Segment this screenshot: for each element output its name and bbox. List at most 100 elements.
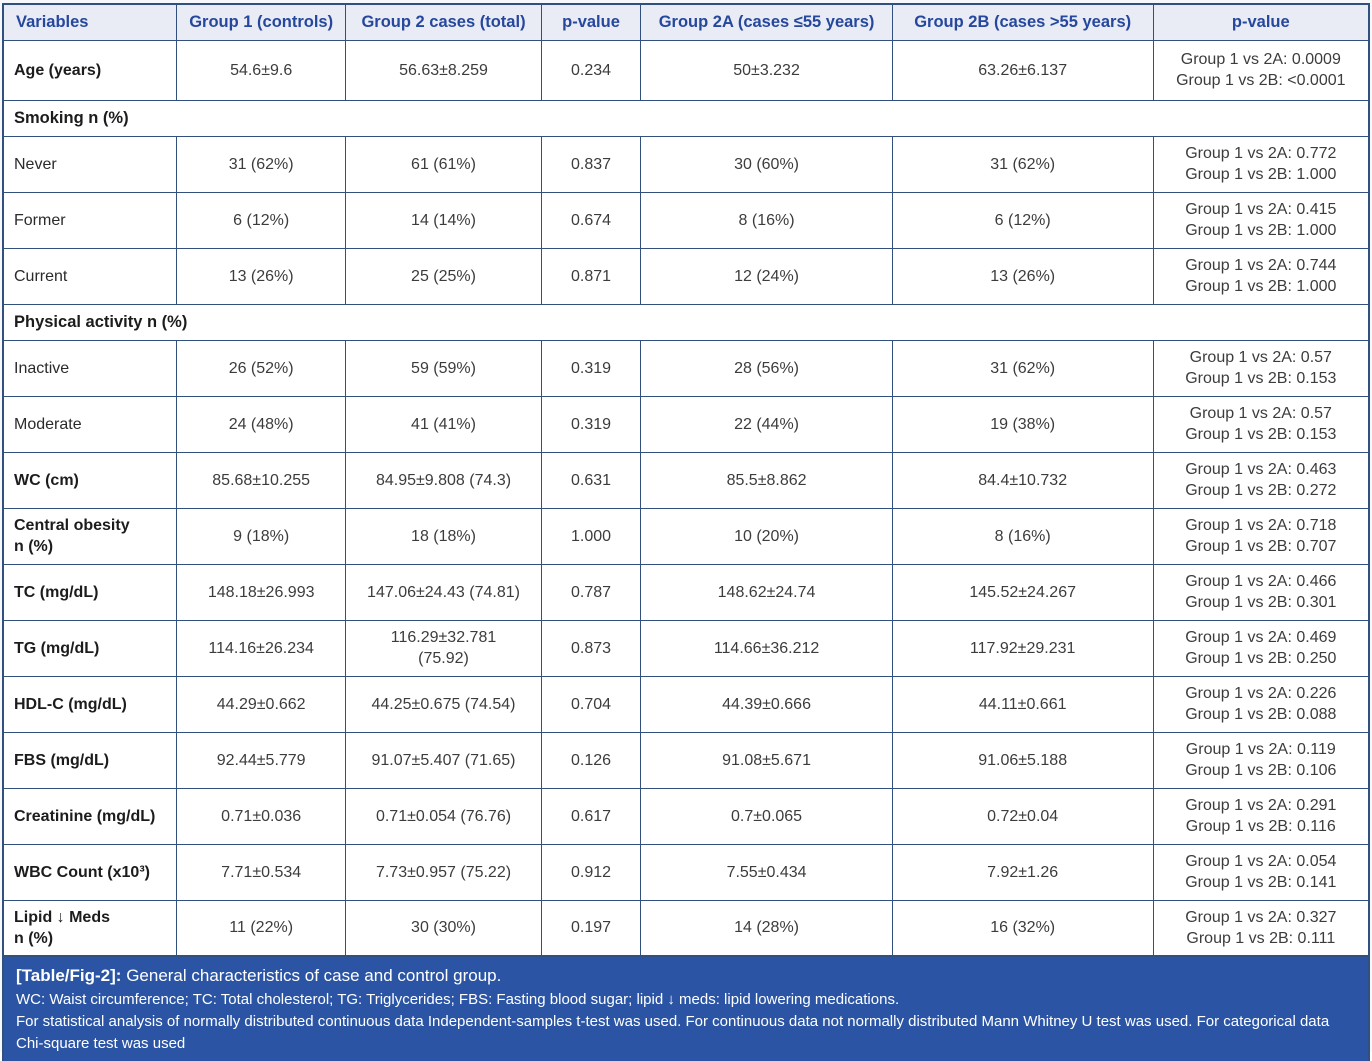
table-row: Creatinine (mg/dL) 0.71±0.036 0.71±0.054 (… — [2, 787, 1370, 845]
cell-value: 0.674 — [540, 191, 642, 249]
cell-pvalue-comparisons: Group 1 vs 2A: 0.744 Group 1 vs 2B: 1.00… — [1152, 247, 1370, 305]
cell-value: 56.63±8.259 — [345, 39, 542, 101]
cell-value: 8 (16%) — [891, 507, 1154, 565]
cell-value: 18 (18%) — [345, 507, 542, 565]
cell-value: 147.06±24.43 (74.81) — [345, 563, 542, 621]
cell-value: 13 (26%) — [891, 247, 1154, 305]
cell-pvalue-comparisons: Group 1 vs 2A: 0.226 Group 1 vs 2B: 0.08… — [1152, 675, 1370, 733]
cell-value: 7.92±1.26 — [891, 843, 1154, 901]
cell-variable: WBC Count (x10³) — [2, 843, 177, 901]
cell-value: 50±3.232 — [640, 39, 893, 101]
caption-text: General characteristics of case and cont… — [126, 966, 502, 985]
cell-value: 0.631 — [540, 451, 642, 509]
column-header-group2a: Group 2A (cases ≤55 years) — [640, 3, 893, 41]
cell-value: 19 (38%) — [891, 395, 1154, 453]
cell-value: 91.06±5.188 — [891, 731, 1154, 789]
cell-pvalue-comparisons: Group 1 vs 2A: 0.054 Group 1 vs 2B: 0.14… — [1152, 843, 1370, 901]
cell-value: 91.07±5.407 (71.65) — [345, 731, 542, 789]
cell-value: 6 (12%) — [175, 191, 347, 249]
table-row: Smoking n (%) — [2, 99, 1370, 137]
cell-value: 0.72±0.04 — [891, 787, 1154, 845]
table-row: Lipid ↓ Meds n (%) 11 (22%) 30 (30%) 0.197 1… — [2, 899, 1370, 957]
table-row: Former 6 (12%) 14 (14%) 0.674 8 (16%) 6 (12%)… — [2, 191, 1370, 249]
characteristics-table: Variables Group 1 (controls) Group 2 cas… — [2, 3, 1370, 957]
cell-variable: Current — [2, 247, 177, 305]
cell-value: 0.319 — [540, 395, 642, 453]
cell-value: 0.319 — [540, 339, 642, 397]
cell-value: 61 (61%) — [345, 135, 542, 193]
cell-pvalue-comparisons: Group 1 vs 2A: 0.772 Group 1 vs 2B: 1.00… — [1152, 135, 1370, 193]
caption-label: [Table/Fig-2]: — [16, 966, 122, 985]
cell-pvalue-comparisons: Group 1 vs 2A: 0.469 Group 1 vs 2B: 0.25… — [1152, 619, 1370, 677]
cell-value: 0.197 — [540, 899, 642, 957]
cell-value: 12 (24%) — [640, 247, 893, 305]
cell-value: 6 (12%) — [891, 191, 1154, 249]
cell-value: 85.5±8.862 — [640, 451, 893, 509]
cell-value: 9 (18%) — [175, 507, 347, 565]
column-header-pvalue-2: p-value — [1152, 3, 1370, 41]
cell-value: 41 (41%) — [345, 395, 542, 453]
column-header-group2: Group 2 cases (total) — [345, 3, 542, 41]
cell-value: 54.6±9.6 — [175, 39, 347, 101]
cell-value: 7.73±0.957 (75.22) — [345, 843, 542, 901]
cell-value: 30 (30%) — [345, 899, 542, 957]
cell-value: 0.71±0.054 (76.76) — [345, 787, 542, 845]
cell-value: 85.68±10.255 — [175, 451, 347, 509]
cell-value: 116.29±32.781 (75.92) — [345, 619, 542, 677]
cell-value: 0.234 — [540, 39, 642, 101]
footnote-statistics: For statistical analysis of normally dis… — [16, 1013, 1330, 1052]
cell-variable: HDL-C (mg/dL) — [2, 675, 177, 733]
cell-value: 31 (62%) — [891, 135, 1154, 193]
cell-value: 91.08±5.671 — [640, 731, 893, 789]
cell-value: 30 (60%) — [640, 135, 893, 193]
cell-value: 44.39±0.666 — [640, 675, 893, 733]
column-header-group1: Group 1 (controls) — [175, 3, 347, 41]
cell-value: 8 (16%) — [640, 191, 893, 249]
column-header-variables: Variables — [2, 3, 177, 41]
cell-value: 28 (56%) — [640, 339, 893, 397]
cell-value: 114.16±26.234 — [175, 619, 347, 677]
cell-pvalue-comparisons: Group 1 vs 2A: 0.415 Group 1 vs 2B: 1.00… — [1152, 191, 1370, 249]
cell-variable: WC (cm) — [2, 451, 177, 509]
cell-value: 63.26±6.137 — [891, 39, 1154, 101]
cell-variable: TG (mg/dL) — [2, 619, 177, 677]
cell-variable: Never — [2, 135, 177, 193]
cell-value: 0.7±0.065 — [640, 787, 893, 845]
cell-pvalue-comparisons: Group 1 vs 2A: 0.466 Group 1 vs 2B: 0.30… — [1152, 563, 1370, 621]
section-header: Physical activity n (%) — [2, 303, 1370, 341]
cell-variable: Central obesity n (%) — [2, 507, 177, 565]
cell-value: 26 (52%) — [175, 339, 347, 397]
cell-pvalue-comparisons: Group 1 vs 2A: 0.119 Group 1 vs 2B: 0.10… — [1152, 731, 1370, 789]
cell-value: 114.66±36.212 — [640, 619, 893, 677]
cell-value: 0.704 — [540, 675, 642, 733]
cell-variable: FBS (mg/dL) — [2, 731, 177, 789]
cell-value: 14 (28%) — [640, 899, 893, 957]
cell-pvalue-comparisons: Group 1 vs 2A: 0.291 Group 1 vs 2B: 0.11… — [1152, 787, 1370, 845]
cell-value: 148.18±26.993 — [175, 563, 347, 621]
cell-value: 117.92±29.231 — [891, 619, 1154, 677]
table-row: Physical activity n (%) — [2, 303, 1370, 341]
cell-variable: Age (years) — [2, 39, 177, 101]
cell-variable: Former — [2, 191, 177, 249]
table-row: FBS (mg/dL) 92.44±5.779 91.07±5.407 (71.65… — [2, 731, 1370, 789]
cell-value: 0.871 — [540, 247, 642, 305]
cell-value: 14 (14%) — [345, 191, 542, 249]
column-header-pvalue-1: p-value — [540, 3, 642, 41]
table-row: Inactive 26 (52%) 59 (59%) 0.319 28 (56%) 31 … — [2, 339, 1370, 397]
cell-value: 16 (32%) — [891, 899, 1154, 957]
table-caption: [Table/Fig-2]: General characteristics o… — [16, 966, 1356, 986]
table-footer: [Table/Fig-2]: General characteristics o… — [2, 957, 1370, 1061]
cell-value: 0.837 — [540, 135, 642, 193]
cell-variable: Moderate — [2, 395, 177, 453]
cell-value: 22 (44%) — [640, 395, 893, 453]
table-row: Current 13 (26%) 25 (25%) 0.871 12 (24%) 13 (… — [2, 247, 1370, 305]
cell-pvalue-comparisons: Group 1 vs 2A: 0.718 Group 1 vs 2B: 0.70… — [1152, 507, 1370, 565]
cell-value: 148.62±24.74 — [640, 563, 893, 621]
cell-value: 1.000 — [540, 507, 642, 565]
cell-variable: Lipid ↓ Meds n (%) — [2, 899, 177, 957]
cell-value: 7.71±0.534 — [175, 843, 347, 901]
table-row: TG (mg/dL) 114.16±26.234 116.29±32.781 (75… — [2, 619, 1370, 677]
cell-value: 0.71±0.036 — [175, 787, 347, 845]
cell-value: 84.95±9.808 (74.3) — [345, 451, 542, 509]
table-row: Age (years) 54.6±9.6 56.63±8.259 0.234 50±3.… — [2, 39, 1370, 101]
